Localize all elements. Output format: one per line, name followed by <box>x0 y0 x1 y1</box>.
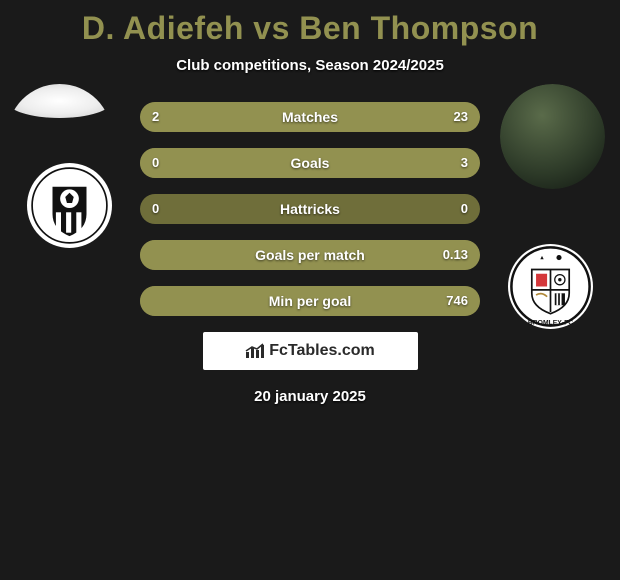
player-photo <box>500 84 605 189</box>
bromley-fc-badge-icon: BROMLEY·FC <box>508 244 593 329</box>
page-title: D. Adiefeh vs Ben Thompson <box>0 10 620 47</box>
silhouette-placeholder-icon <box>7 84 112 118</box>
subtitle: Club competitions, Season 2024/2025 <box>0 57 620 74</box>
svg-text:BROMLEY·FC: BROMLEY·FC <box>528 320 573 327</box>
notts-county-badge-icon <box>27 163 112 248</box>
stats-area: BROMLEY·FC 223Matches 03Goals 00Hattricks 0… <box>0 102 620 405</box>
comparison-card: D. Adiefeh vs Ben Thompson Club competit… <box>0 0 620 580</box>
stat-row: 0.13Goals per match <box>140 240 480 270</box>
date-label: 20 january 2025 <box>0 388 620 405</box>
player-right-avatar <box>500 84 605 189</box>
branding-badge[interactable]: FcTables.com <box>203 332 418 370</box>
stat-label: Min per goal <box>140 286 480 316</box>
stat-label: Goals <box>140 148 480 178</box>
club-badge-left <box>27 163 112 248</box>
stat-label: Goals per match <box>140 240 480 270</box>
stat-label: Hattricks <box>140 194 480 224</box>
branding-text: FcTables.com <box>269 342 375 360</box>
stat-row: 00Hattricks <box>140 194 480 224</box>
stat-row: 03Goals <box>140 148 480 178</box>
bar-chart-icon <box>245 342 265 360</box>
stat-row: 746Min per goal <box>140 286 480 316</box>
stat-label: Matches <box>140 102 480 132</box>
stat-rows: 223Matches 03Goals 00Hattricks 0.13Goals pe… <box>140 102 480 316</box>
club-badge-right: BROMLEY·FC <box>508 244 593 329</box>
stat-row: 223Matches <box>140 102 480 132</box>
